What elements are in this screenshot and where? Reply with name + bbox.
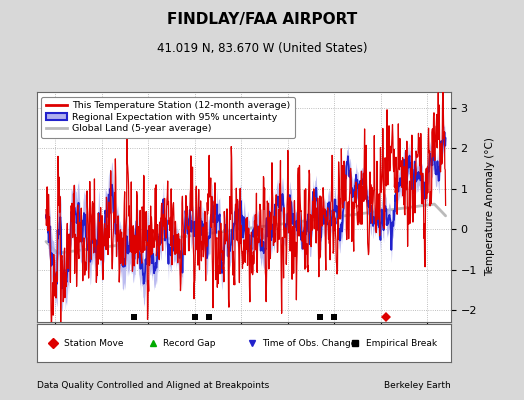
Text: Time of Obs. Change: Time of Obs. Change <box>263 338 357 348</box>
Legend: This Temperature Station (12-month average), Regional Expectation with 95% uncer: This Temperature Station (12-month avera… <box>41 97 294 138</box>
Text: 41.019 N, 83.670 W (United States): 41.019 N, 83.670 W (United States) <box>157 42 367 55</box>
Text: Empirical Break: Empirical Break <box>366 338 437 348</box>
Y-axis label: Temperature Anomaly (°C): Temperature Anomaly (°C) <box>485 138 495 276</box>
Text: Record Gap: Record Gap <box>163 338 215 348</box>
Text: FINDLAY/FAA AIRPORT: FINDLAY/FAA AIRPORT <box>167 12 357 27</box>
Text: Station Move: Station Move <box>63 338 123 348</box>
Text: Data Quality Controlled and Aligned at Breakpoints: Data Quality Controlled and Aligned at B… <box>37 381 269 390</box>
Text: Berkeley Earth: Berkeley Earth <box>384 381 451 390</box>
